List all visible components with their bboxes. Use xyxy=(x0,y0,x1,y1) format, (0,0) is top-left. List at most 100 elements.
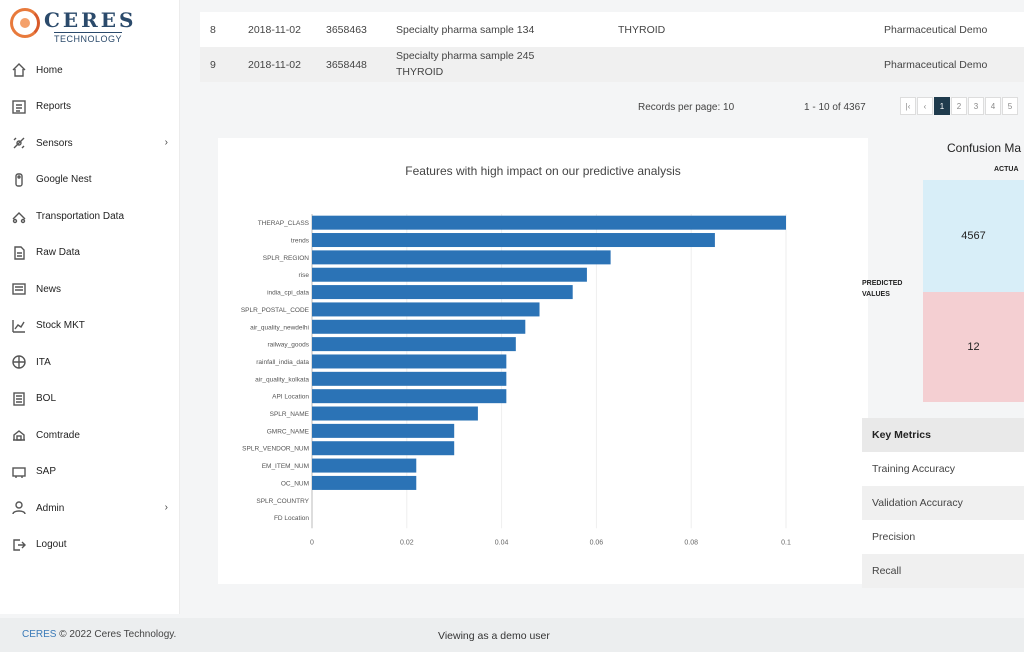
home-icon xyxy=(10,61,28,79)
page-buttons: |‹ ‹ 1 2 3 4 5 xyxy=(900,97,1019,115)
feature-impact-chart: Features with high impact on our predict… xyxy=(218,138,868,584)
news-icon xyxy=(10,280,28,298)
row-date: 2018-11-02 xyxy=(248,24,301,36)
key-metrics-header: Key Metrics xyxy=(862,418,1024,452)
bar-gmrc-name xyxy=(312,423,455,438)
sidebar-item-label: Transportation Data xyxy=(36,210,125,222)
footer-ceres-link[interactable]: CERES xyxy=(22,629,57,640)
row-org: Pharmaceutical Demo xyxy=(884,24,988,36)
predicted-label-line1: PREDICTED xyxy=(862,280,903,287)
y-tick-label: API Location xyxy=(272,394,309,401)
predicted-label-line2: VALUES xyxy=(862,291,890,298)
x-tick-label: 0.02 xyxy=(400,539,414,546)
sidebar-item-transportation-data[interactable]: Transportation Data xyxy=(0,198,180,235)
y-tick-label: air_quality_newdelhi xyxy=(250,324,309,331)
logo-brand: CERES xyxy=(44,8,137,32)
row-index: 9 xyxy=(210,59,216,71)
sidebar-item-label: Admin xyxy=(36,502,65,514)
bar-splr-postal-code xyxy=(312,302,540,317)
sidebar-item-news[interactable]: News xyxy=(0,271,180,308)
metric-training-accuracy: Training Accuracy xyxy=(862,452,1024,486)
bar-splr-region xyxy=(312,250,611,265)
page-button-2[interactable]: 2 xyxy=(951,97,967,115)
row-org: Pharmaceutical Demo xyxy=(884,59,988,71)
ceres-logo[interactable]: CERES TECHNOLOGY xyxy=(10,6,133,44)
sidebar-item-label: News xyxy=(36,283,62,295)
sidebar-item-comtrade[interactable]: Comtrade xyxy=(0,417,180,454)
bar-splr-vendor-num xyxy=(312,441,455,456)
sidebar-item-ita[interactable]: ITA xyxy=(0,344,180,381)
y-tick-label: OC_NUM xyxy=(281,480,309,487)
page-button-3[interactable]: 3 xyxy=(968,97,984,115)
page-button-1[interactable]: 1 xyxy=(934,97,950,115)
sidebar-item-label: SAP xyxy=(36,466,57,478)
records-range: 1 - 10 of 4367 xyxy=(804,102,866,113)
sidebar-item-home[interactable]: Home xyxy=(0,52,180,89)
sidebar-item-logout[interactable]: Logout xyxy=(0,527,180,564)
x-tick-label: 0.04 xyxy=(495,539,509,546)
sidebar-item-label: Stock MKT xyxy=(36,320,85,332)
y-tick-label: SPLR_POSTAL_CODE xyxy=(241,307,310,314)
table-row[interactable]: 9 2018-11-02 3658448 Specialty pharma sampl… xyxy=(200,47,1024,82)
google-nest-icon xyxy=(10,171,28,189)
sidebar-item-label: Raw Data xyxy=(36,247,80,259)
cm-false-negative: 12 xyxy=(923,292,1024,402)
first-page-button[interactable]: |‹ xyxy=(900,97,916,115)
y-tick-label: trends xyxy=(291,238,310,245)
bar-air-quality-kolkata xyxy=(312,371,507,386)
prev-page-button[interactable]: ‹ xyxy=(917,97,933,115)
ita-icon xyxy=(10,353,28,371)
row-name-line2: THYROID xyxy=(396,66,444,78)
records-per-page[interactable]: Records per page: 10 xyxy=(638,102,735,113)
logo-sub: TECHNOLOGY xyxy=(54,32,123,44)
sidebar-item-label: Home xyxy=(36,64,63,76)
sidebar-item-stock-mkt[interactable]: Stock MKT xyxy=(0,308,180,345)
page-button-5[interactable]: 5 xyxy=(1002,97,1018,115)
key-metrics: Key Metrics Training Accuracy Validation… xyxy=(862,418,1024,588)
y-tick-label: SPLR_COUNTRY xyxy=(256,498,309,505)
sidebar-item-label: ITA xyxy=(36,356,51,368)
sidebar-item-sensors[interactable]: Sensors › xyxy=(0,125,180,162)
sidebar-item-admin[interactable]: Admin › xyxy=(0,490,180,527)
x-tick-label: 0 xyxy=(310,539,314,546)
sidebar-item-label: Reports xyxy=(36,101,72,113)
sidebar-item-google-nest[interactable]: Google Nest xyxy=(0,162,180,199)
sap-icon xyxy=(10,463,28,481)
sidebar-item-bol[interactable]: BOL xyxy=(0,381,180,418)
sensors-icon xyxy=(10,134,28,152)
sidebar-item-label: BOL xyxy=(36,393,57,405)
table-row[interactable]: 8 2018-11-02 3658463 Specialty pharma sampl… xyxy=(200,12,1024,47)
pagination: Records per page: 10 1 - 10 of 4367 |‹ ‹ 1… xyxy=(200,94,1024,122)
reports-icon xyxy=(10,98,28,116)
bar-air-quality-newdelhi xyxy=(312,319,526,334)
sidebar-item-sap[interactable]: SAP xyxy=(0,454,180,491)
predicted-label: PREDICTED VALUES xyxy=(862,278,902,300)
sidebar-item-label: Comtrade xyxy=(36,429,80,441)
footer-copyright: CERES © 2022 Ceres Technology. xyxy=(22,629,176,640)
sidebar-item-reports[interactable]: Reports xyxy=(0,89,180,126)
y-tick-label: SPLR_REGION xyxy=(263,255,310,262)
x-tick-label: 0.08 xyxy=(684,539,698,546)
bar-india-cpi-data xyxy=(312,285,573,300)
page-button-4[interactable]: 4 xyxy=(985,97,1001,115)
records-table: 8 2018-11-02 3658463 Specialty pharma sampl… xyxy=(200,12,1024,82)
y-tick-label: rainfall_india_data xyxy=(256,359,309,366)
row-tag: THYROID xyxy=(618,24,666,36)
y-tick-label: EM_ITEM_NUM xyxy=(262,463,309,470)
bar-trends xyxy=(312,233,715,248)
row-id: 3658463 xyxy=(326,24,367,36)
metric-recall: Recall xyxy=(862,554,1024,588)
bol-icon xyxy=(10,390,28,408)
chevron-right-icon: › xyxy=(164,502,168,513)
bar-splr-name xyxy=(312,406,478,421)
sidebar-item-raw-data[interactable]: Raw Data xyxy=(0,235,180,272)
row-name: Specialty pharma sample 245 xyxy=(396,50,535,62)
row-name: Specialty pharma sample 134 xyxy=(396,24,535,36)
transportation-icon xyxy=(10,207,28,225)
y-tick-label: railway_goods xyxy=(267,342,309,349)
actual-label: ACTUA xyxy=(994,166,1019,173)
y-tick-label: SPLR_VENDOR_NUM xyxy=(242,446,309,453)
stock-icon xyxy=(10,317,28,335)
raw-data-icon xyxy=(10,244,28,262)
chart-title: Features with high impact on our predict… xyxy=(405,164,680,178)
